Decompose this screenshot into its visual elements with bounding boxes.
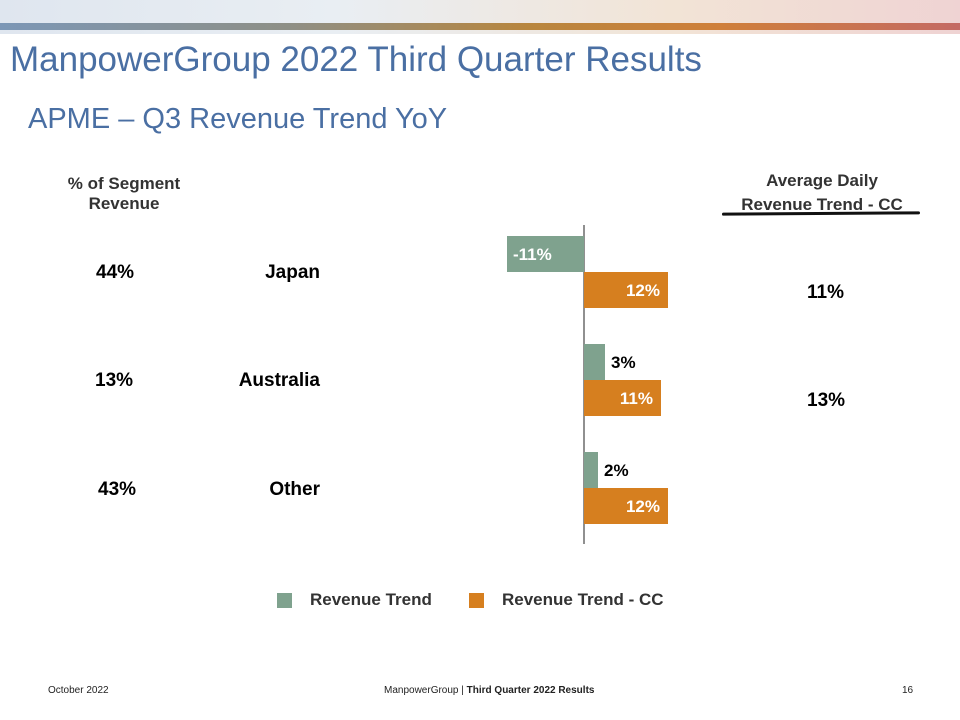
slide-subtitle: APME – Q3 Revenue Trend YoY — [28, 103, 448, 135]
region-label-other: Other — [269, 479, 320, 500]
bar-other-revenue-trend-cc — [584, 488, 668, 524]
avg-daily-australia: 13% — [807, 390, 846, 411]
bar-label-japan-revenue-trend: -11% — [513, 245, 552, 264]
footer-report: ManpowerGroup | Third Quarter 2022 Resul… — [384, 685, 594, 696]
region-label-australia: Australia — [238, 370, 320, 391]
header-stripe — [0, 23, 960, 30]
bar-australia-revenue-trend — [584, 344, 605, 380]
bar-japan-revenue-trend-cc — [584, 272, 668, 308]
segment-pct-japan: 44% — [96, 262, 135, 283]
footer-date: October 2022 — [48, 685, 109, 696]
bar-label-australia-revenue-trend: 3% — [611, 353, 636, 372]
segment-header-line2: Revenue — [88, 194, 160, 213]
legend-swatch-revenue-trend — [277, 592, 292, 608]
page-title: ManpowerGroup 2022 Third Quarter Results — [10, 40, 702, 79]
avg-header-line2: Revenue Trend - CC — [741, 195, 903, 214]
bar-label-japan-revenue-trend-cc: 12% — [626, 281, 660, 300]
bar-label-other-revenue-trend: 2% — [604, 461, 629, 480]
segment-header-line1: % of Segment — [67, 174, 181, 193]
segment-pct-other: 43% — [98, 479, 137, 500]
bar-label-australia-revenue-trend-cc: 11% — [620, 389, 653, 408]
legend-swatch-revenue-trend-cc — [469, 592, 484, 608]
footer-company: ManpowerGroup — [384, 685, 459, 696]
segment-revenue-header: % of Segment Revenue — [40, 174, 208, 214]
avg-daily-header: Average Daily Revenue Trend - CC — [717, 169, 927, 217]
bar-other-revenue-trend — [584, 452, 598, 488]
segment-pct-australia: 13% — [95, 370, 134, 391]
bar-label-other-revenue-trend-cc: 12% — [626, 497, 660, 516]
bar-australia-revenue-trend-cc — [584, 380, 661, 416]
legend-revenue-trend-cc: Revenue Trend - CC — [469, 590, 664, 610]
avg-header-line1: Average Daily — [766, 171, 878, 190]
avg-daily-japan: 11% — [807, 282, 844, 303]
region-label-japan: Japan — [265, 262, 320, 283]
legend-label-revenue-trend: Revenue Trend — [310, 590, 432, 609]
footer-page-number: 16 — [902, 685, 914, 696]
legend-label-revenue-trend-cc: Revenue Trend - CC — [502, 590, 664, 609]
footer-separator: | — [458, 685, 467, 696]
bar-japan-revenue-trend — [507, 236, 584, 272]
footer-report-title: Third Quarter 2022 Results — [466, 685, 595, 696]
legend-revenue-trend: Revenue Trend — [277, 590, 432, 610]
